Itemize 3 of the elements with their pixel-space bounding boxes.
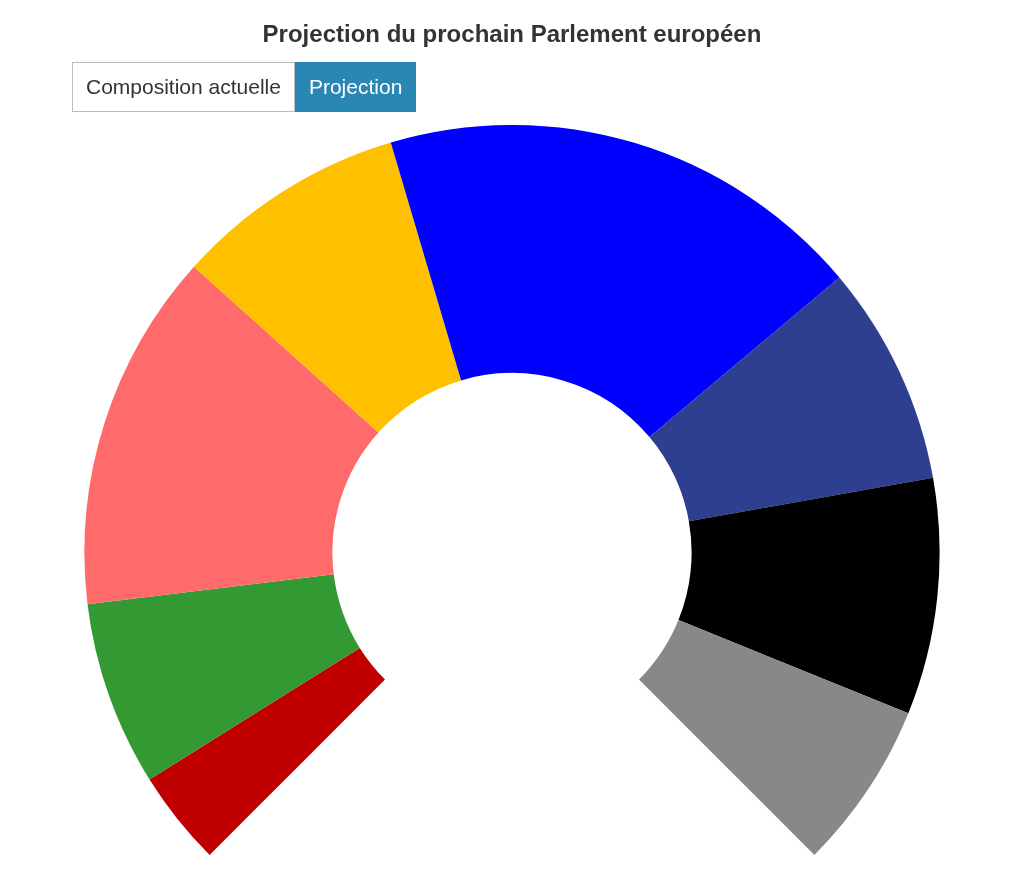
text: Projection	[294, 62, 417, 112]
chart-title: Projection du prochain Parlement européen	[261, 19, 763, 49]
text: Composition actuelle	[72, 62, 295, 112]
